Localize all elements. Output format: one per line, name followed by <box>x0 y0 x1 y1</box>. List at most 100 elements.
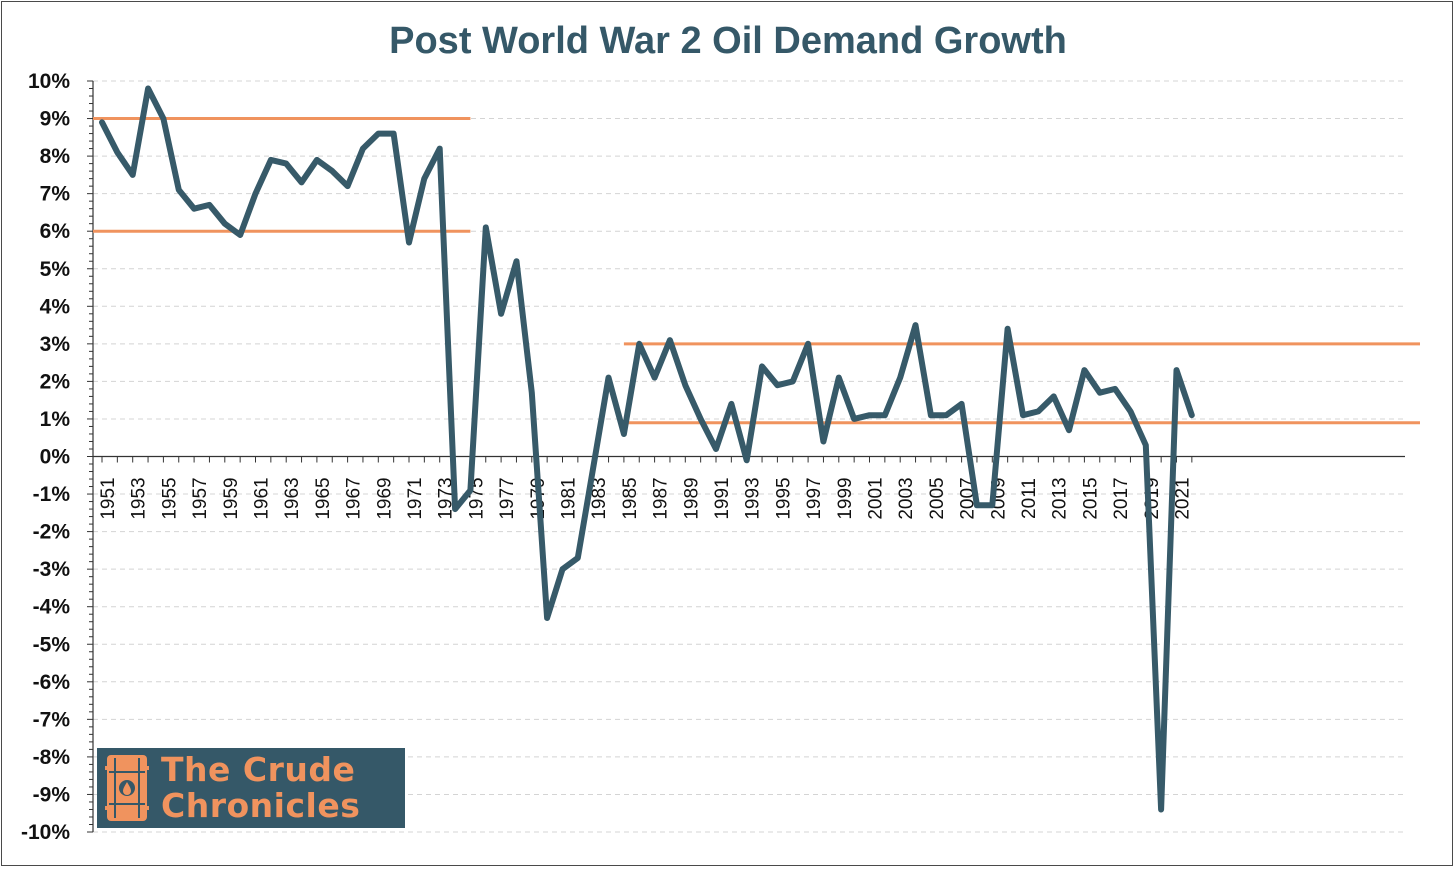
data-point <box>944 413 949 418</box>
data-point <box>100 120 104 125</box>
x-tick-label: 1999 <box>835 477 856 519</box>
data-point <box>514 259 519 264</box>
y-tick-label: 10% <box>28 70 70 93</box>
data-point <box>545 615 550 620</box>
data-point <box>928 413 933 418</box>
data-point <box>775 383 780 388</box>
oil-barrel-icon <box>105 755 149 821</box>
data-point <box>1113 386 1118 391</box>
x-tick-label: 1967 <box>344 477 365 519</box>
data-point <box>499 311 504 316</box>
y-tick-label: -7% <box>33 708 71 731</box>
data-point <box>345 184 350 189</box>
logo-line-2: Chronicles <box>161 786 361 825</box>
y-tick-label: 3% <box>40 333 71 356</box>
data-point <box>314 157 319 162</box>
x-tick-label: 1987 <box>651 477 672 519</box>
y-tick-label: 7% <box>40 183 71 206</box>
logo-line-1: The Crude <box>161 750 356 789</box>
data-point <box>146 86 151 91</box>
data-point <box>268 157 273 162</box>
logo-text: The Crude Chronicles <box>161 752 360 824</box>
y-tick-label: 8% <box>40 145 71 168</box>
data-point <box>560 567 565 572</box>
y-tick-label: -2% <box>33 521 71 544</box>
data-point <box>683 383 688 388</box>
y-tick-label: -5% <box>33 633 71 656</box>
x-tick-label: 1993 <box>743 477 764 519</box>
y-axis: 10% 9% 8% 7% 6% 5% 4% 3% 2% 1% 0% -1% -2% -3% -4% -5% -6… <box>21 70 94 844</box>
data-point <box>222 221 227 226</box>
data-point <box>1067 428 1072 433</box>
y-tick-label: -4% <box>33 596 71 619</box>
x-tick-label: 1957 <box>190 477 211 519</box>
y-tick-label: 2% <box>40 370 71 393</box>
logo: The Crude Chronicles <box>97 748 405 828</box>
data-point <box>606 375 611 380</box>
x-tick-label: 2003 <box>896 477 917 519</box>
data-point <box>744 458 749 463</box>
data-point <box>468 488 473 493</box>
y-tick-label: -10% <box>21 821 70 844</box>
data-point <box>453 507 458 512</box>
x-tick-label: 1953 <box>129 477 150 519</box>
data-point <box>1189 413 1194 418</box>
data-point <box>806 341 811 346</box>
data-point <box>483 225 488 230</box>
data-point <box>1005 326 1010 331</box>
y-tick-label: -3% <box>33 558 71 581</box>
data-point <box>299 180 304 185</box>
y-tick-label: 4% <box>40 295 71 318</box>
x-tick-label: 1983 <box>589 477 610 519</box>
data-point <box>407 240 411 245</box>
data-point <box>1097 390 1102 395</box>
x-tick-label: 2001 <box>866 477 887 519</box>
y-tick-label: -1% <box>33 483 71 506</box>
data-point <box>176 187 181 192</box>
x-tick-label: 2017 <box>1111 477 1132 519</box>
data-point <box>161 116 166 121</box>
data-point <box>192 206 197 211</box>
data-point <box>821 439 826 444</box>
data-point <box>867 413 872 418</box>
data-point <box>330 169 335 174</box>
x-tick-label: 2011 <box>1019 478 1040 519</box>
data-point <box>790 379 795 384</box>
data-point <box>437 146 442 151</box>
x-tick-label: 1961 <box>252 477 273 519</box>
x-tick-label: 1963 <box>282 477 303 519</box>
x-tick-label: 1965 <box>313 477 334 519</box>
y-tick-label: -6% <box>33 671 71 694</box>
data-point <box>115 150 120 155</box>
data-point <box>529 390 534 395</box>
x-tick-label: 2005 <box>927 477 948 519</box>
x-tick-label: 1971 <box>405 477 426 519</box>
data-point <box>621 431 626 436</box>
data-point <box>1128 409 1133 414</box>
reference-lines <box>93 117 1420 425</box>
x-tick-label: 1995 <box>773 477 794 519</box>
x-tick-label: 1955 <box>159 477 180 519</box>
data-point <box>959 401 964 406</box>
data-point <box>238 232 243 237</box>
y-tick-label: 6% <box>40 220 71 243</box>
y-tick-label: 9% <box>40 108 71 131</box>
data-point <box>360 146 365 151</box>
data-point <box>591 465 596 470</box>
data-point <box>422 176 427 181</box>
data-point <box>637 341 642 346</box>
data-point <box>1174 368 1179 373</box>
data-point <box>1082 368 1087 373</box>
x-tick-label: 2013 <box>1050 477 1071 519</box>
series-line <box>99 85 1195 813</box>
x-tick-label: 1997 <box>804 477 825 519</box>
data-point <box>1051 394 1056 399</box>
data-point <box>376 131 381 136</box>
data-point <box>652 375 657 380</box>
data-point <box>667 338 672 343</box>
data-point <box>852 416 857 421</box>
data-point <box>207 202 212 207</box>
data-point <box>1036 409 1041 414</box>
